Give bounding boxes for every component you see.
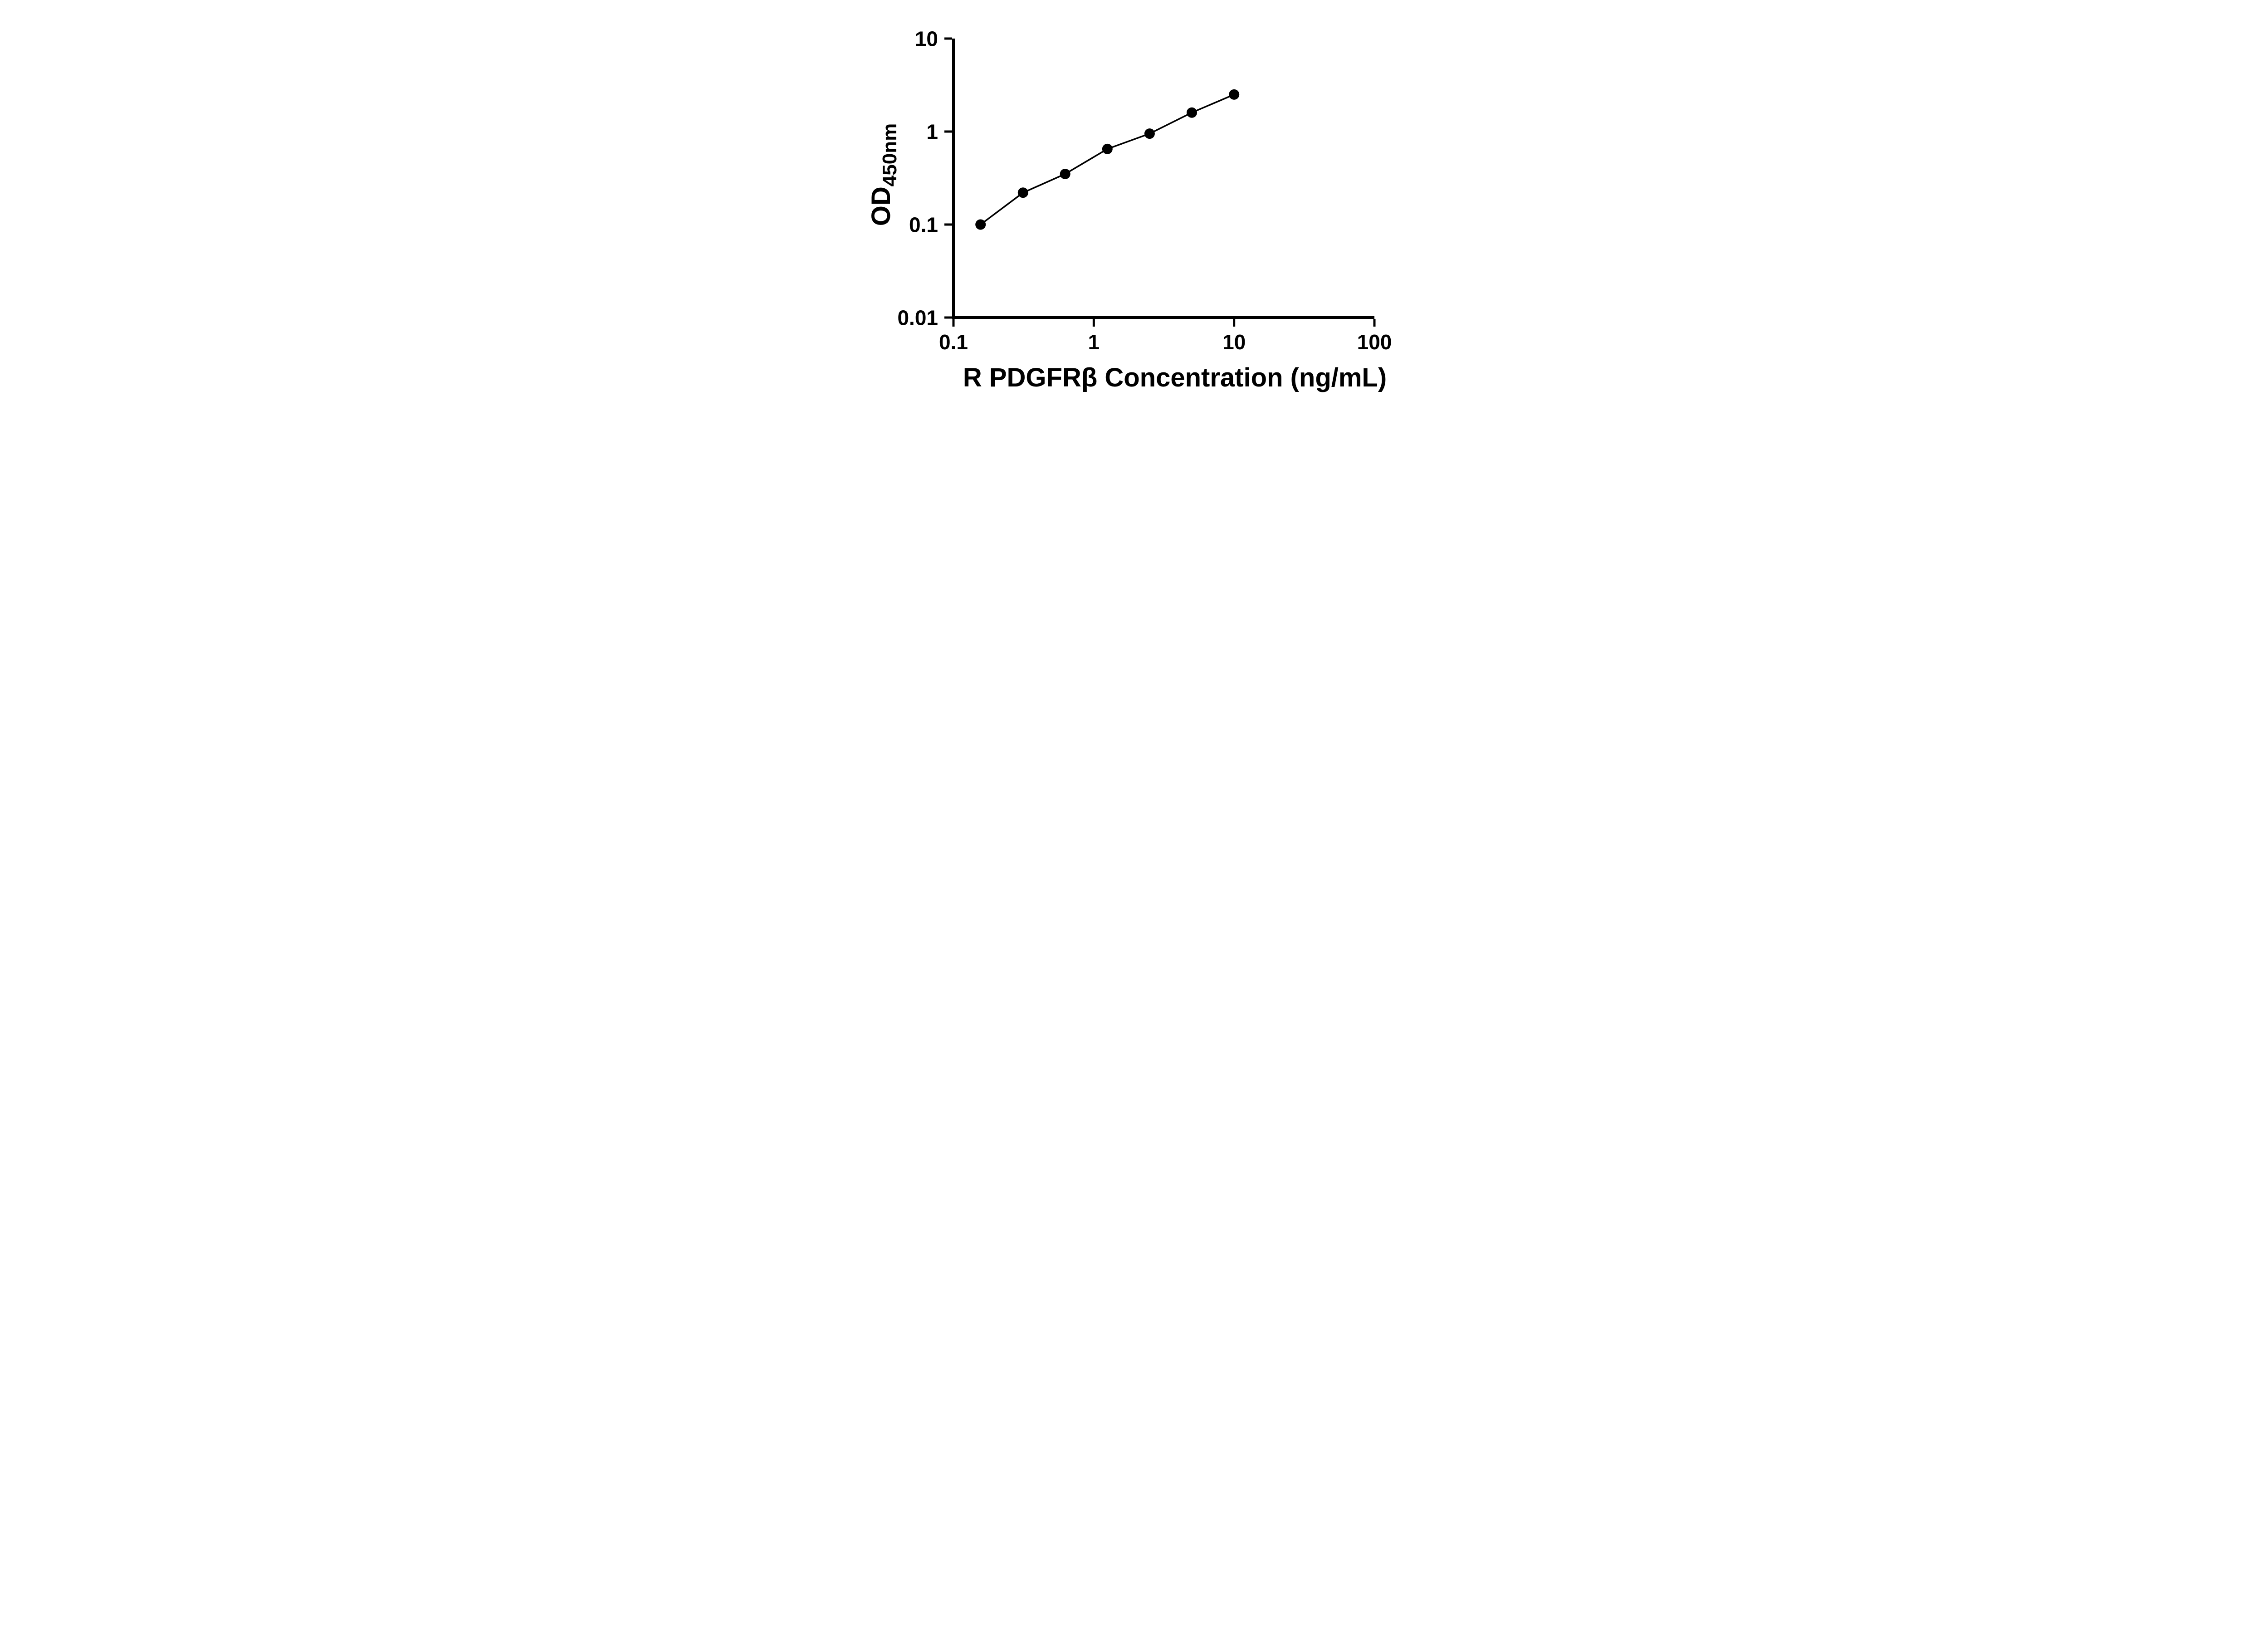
data-point — [1017, 187, 1028, 198]
x-tick-label: 0.1 — [939, 330, 968, 354]
axes-layer — [952, 39, 1374, 319]
y-tick-label: 1 — [926, 120, 938, 144]
x-axis-title: R PDGFRβ Concentration (ng/mL) — [963, 363, 1387, 392]
data-series-layer — [975, 89, 1240, 230]
axis-spine — [952, 39, 1374, 319]
y-axis-title: OD450nm — [866, 123, 901, 226]
data-point — [1060, 169, 1070, 179]
y-axis-title-subscript: 450nm — [879, 123, 901, 186]
y-tick-label: 0.01 — [897, 306, 938, 330]
data-point — [975, 219, 986, 230]
data-point — [1187, 107, 1197, 118]
data-point — [1102, 143, 1113, 154]
x-tick-label: 1 — [1088, 330, 1100, 354]
x-tick-label: 10 — [1222, 330, 1246, 354]
data-point — [1144, 128, 1155, 139]
y-axis-title-main: OD — [866, 186, 896, 226]
y-tick-label: 10 — [915, 27, 938, 51]
x-tick-label: 100 — [1357, 330, 1392, 354]
y-tick-label: 0.1 — [909, 213, 938, 237]
standard-curve-figure: 0.01 0.1 1 10 0.1 1 10 100 R PDGFRβ Concentrati… — [842, 0, 1426, 408]
data-point — [1229, 89, 1240, 100]
